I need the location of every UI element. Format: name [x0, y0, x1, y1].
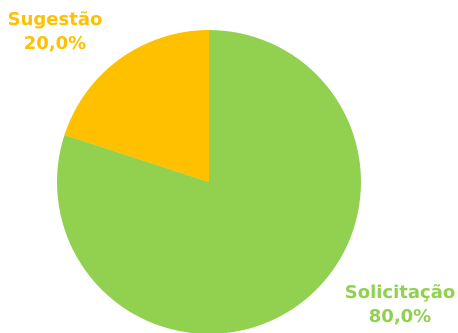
labels-layer: Solicitação 80,0% Sugestão 20,0% [8, 9, 456, 327]
slice-label-name: Sugestão [8, 9, 103, 30]
pie-slice-solicitacao [57, 30, 361, 333]
slice-label-value: 20,0% [24, 33, 86, 54]
pie-slice-sugestao [64, 30, 209, 182]
slices-layer [57, 30, 361, 333]
slice-label-value: 80,0% [369, 306, 431, 327]
slice-label-name: Solicitação [345, 282, 455, 303]
